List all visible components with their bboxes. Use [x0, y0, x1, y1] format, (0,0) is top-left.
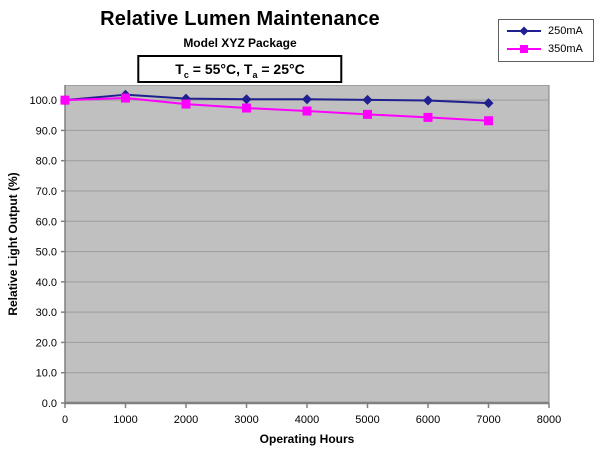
data-point-350mA: [121, 93, 130, 103]
data-point-250mA: [423, 95, 433, 106]
svg-text:8000: 8000: [537, 414, 561, 426]
data-point-250mA: [302, 94, 312, 105]
svg-text:0: 0: [62, 414, 68, 426]
temperature-annotation: Tc = 55°C, Ta = 25°C: [137, 55, 343, 83]
y-axis-title: Relative Light Output (%): [6, 172, 20, 315]
svg-text:70.0: 70.0: [36, 186, 57, 198]
data-point-350mA: [60, 95, 70, 105]
x-axis-title: Operating Hours: [260, 432, 355, 446]
svg-text:80.0: 80.0: [36, 156, 57, 168]
svg-text:100.0: 100.0: [29, 95, 57, 107]
data-point-350mA: [242, 103, 251, 113]
legend-label: 250mA: [548, 25, 583, 37]
diamond-marker-icon: [507, 26, 541, 36]
svg-text:0.0: 0.0: [42, 398, 57, 410]
legend-item-350mA: 350mA: [499, 40, 593, 58]
plot-area: 0.0 10.0 20.0 30.0 40.0 50.0 60.0 70.0 80.0 90.0 1…: [6, 85, 561, 446]
data-point-350mA: [423, 112, 433, 122]
svg-text:7000: 7000: [476, 414, 500, 426]
svg-text:10.0: 10.0: [36, 368, 57, 380]
svg-text:4000: 4000: [295, 414, 319, 426]
data-point-250mA: [483, 98, 494, 109]
svg-text:2000: 2000: [174, 414, 198, 426]
series-line-350mA: [64, 97, 489, 122]
series-line-250mA: [64, 93, 489, 105]
svg-text:1000: 1000: [113, 414, 137, 426]
svg-text:90.0: 90.0: [36, 125, 57, 137]
data-point-350mA: [302, 106, 312, 116]
data-point-350mA: [363, 109, 372, 119]
svg-text:40.0: 40.0: [36, 277, 57, 289]
svg-text:5000: 5000: [355, 414, 379, 426]
svg-text:20.0: 20.0: [36, 337, 57, 349]
legend-label: 350mA: [548, 43, 583, 55]
data-point-250mA: [362, 94, 373, 105]
svg-text:50.0: 50.0: [36, 247, 57, 259]
annotation-text: Tc = 55°C, Ta = 25°C: [175, 61, 305, 80]
data-point-350mA: [181, 99, 191, 109]
data-point-250mA: [241, 94, 252, 105]
data-point-350mA: [484, 116, 493, 126]
square-marker-icon: [507, 45, 541, 53]
legend: 250mA 350mA: [498, 19, 594, 62]
svg-text:6000: 6000: [416, 414, 440, 426]
chart-title: Relative Lumen Maintenance: [100, 8, 380, 30]
svg-text:60.0: 60.0: [36, 216, 57, 228]
legend-item-250mA: 250mA: [499, 22, 593, 40]
svg-text:3000: 3000: [234, 414, 258, 426]
svg-text:30.0: 30.0: [36, 307, 57, 319]
chart-subtitle: Model XYZ Package: [183, 36, 297, 50]
